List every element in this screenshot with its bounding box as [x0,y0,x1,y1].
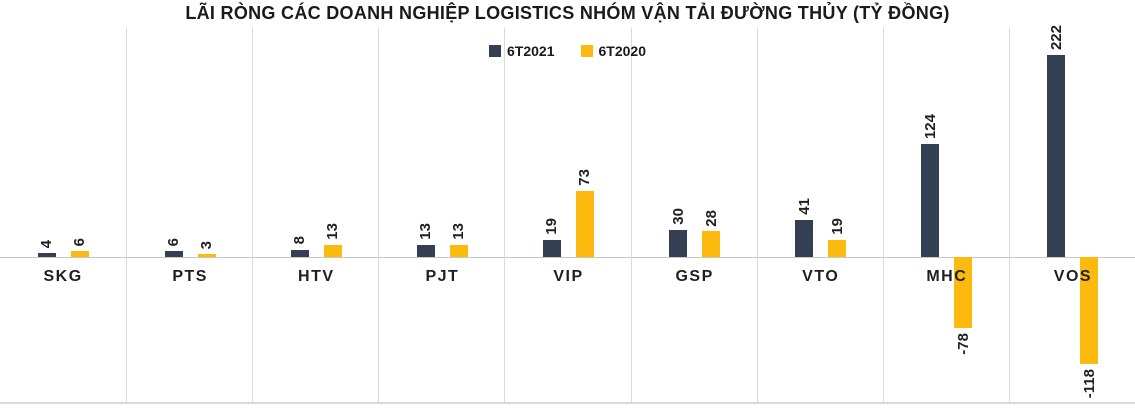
bar-6t2021-mhc [921,144,940,257]
legend-item-6t2021: 6T2021 [489,43,555,59]
category-label-vos: VOS [1053,267,1093,285]
value-label-6t2021-skg: 4 [38,239,56,249]
value-label-6t2021-htv: 8 [291,236,309,245]
bar-6t2021-vip [542,239,561,257]
legend-swatch-icon [489,45,502,57]
category-label-skg: SKG [43,267,83,285]
category-label-pts: PTS [172,267,208,285]
value-label-6t2020-pts: 3 [198,240,216,250]
value-label-6t2021-vip: 19 [543,217,561,235]
value-label-6t2020-pjt: 13 [450,223,468,240]
category-label-mhc: MHC [926,267,968,285]
zero-axis-line [0,256,1135,258]
bar-6t2020-pts [197,254,216,257]
chart-title: LÃI RÒNG CÁC DOANH NGHIỆP LOGISTICS NHÓM… [185,3,950,23]
value-label-6t2021-gsp: 30 [669,207,687,225]
category-label-htv: HTV [298,267,335,285]
value-label-6t2020-vto: 19 [828,217,846,235]
bar-6t2021-vto [795,219,814,257]
category-label-vip: VIP [553,267,584,285]
category-group-gsp: 30 28 GSP [630,28,758,402]
bar-6t2020-vos [1080,256,1099,364]
value-label-6t2021-mhc: 124 [921,114,939,140]
bar-6t2021-vos [1047,55,1066,257]
bar-6t2020-vip [575,190,594,257]
bar-6t2020-skg [70,251,89,257]
bar-6t2020-pjt [449,244,468,257]
value-label-6t2021-vto: 41 [795,197,813,215]
bar-6t2020-gsp [702,231,721,257]
legend-item-6t2020: 6T2020 [580,43,646,59]
bar-6t2021-pjt [416,244,435,257]
bar-6t2021-pts [164,251,183,257]
bar-6t2020-vto [828,239,847,257]
value-label-6t2020-gsp: 28 [702,209,720,227]
value-label-6t2020-vip: 73 [576,168,594,186]
category-label-pjt: PJT [425,267,460,285]
value-label-6t2020-mhc: -78 [954,332,972,355]
category-group-htv: 8 13 HTV [252,28,379,402]
bar-6t2021-htv [290,249,309,257]
value-label-6t2020-htv: 13 [324,223,342,240]
legend-swatch-icon [580,45,593,57]
legend-label: 6T2020 [598,43,646,59]
category-label-vto: VTO [802,267,840,285]
legend-label: 6T2021 [507,43,555,59]
category-group-pjt: 13 13 PJT [378,28,505,402]
plot-area: 4 6 SKG 6 3 PTS 8 13 HTV 13 13 PJT 19 73 VIP 30 28 GSP 41 1… [0,25,1135,404]
category-group-skg: 4 6 SKG [0,28,126,402]
category-group-vos: 222 -118 VOS [1008,25,1135,402]
value-label-6t2021-pts: 6 [165,237,183,247]
category-group-mhc: 124 -78 MHC [882,28,1010,402]
bar-6t2020-mhc [954,256,973,328]
category-label-gsp: GSP [675,267,714,285]
category-group-vto: 41 19 VTO [756,28,884,402]
bar-6t2021-gsp [669,229,688,257]
bar-6t2020-htv [323,244,342,257]
category-group-pts: 6 3 PTS [126,28,253,402]
value-label-6t2020-vos: -118 [1080,368,1098,399]
category-group-vip: 19 73 VIP [504,28,631,402]
value-label-6t2021-pjt: 13 [417,223,435,240]
legend: 6T2021 6T2020 [0,43,1135,59]
bar-6t2021-skg [37,253,56,257]
value-label-6t2020-skg: 6 [71,237,89,247]
